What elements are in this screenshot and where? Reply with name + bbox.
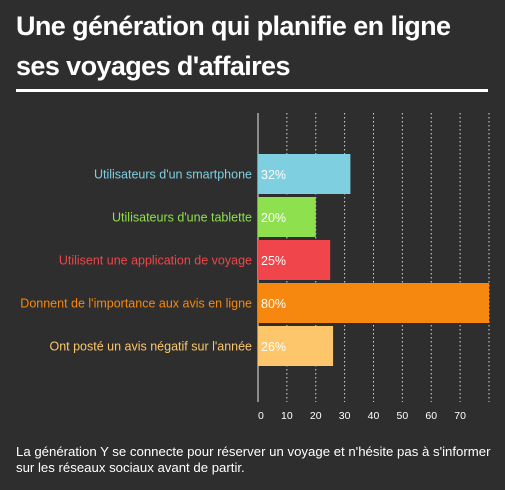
- title-underline: [16, 89, 488, 92]
- value-label: 26%: [261, 340, 286, 354]
- bar: [258, 154, 351, 194]
- value-label: 25%: [261, 254, 286, 268]
- category-label: Donnent de l'importance aux avis en lign…: [20, 297, 252, 311]
- tick-label: 20: [310, 410, 322, 422]
- chart-caption: La génération Y se connecte pour réserve…: [16, 444, 491, 475]
- value-label: 32%: [261, 168, 286, 182]
- bar: [258, 326, 334, 366]
- tick-label: 60: [425, 410, 437, 422]
- value-label: 80%: [261, 297, 286, 311]
- tick-label: 70: [454, 410, 466, 422]
- tick-label: 0: [258, 410, 264, 422]
- category-label: Utilisent une application de voyage: [59, 254, 252, 268]
- tick-label: 50: [397, 410, 409, 422]
- tick-label: 40: [368, 410, 380, 422]
- tick-label: 10: [281, 410, 293, 422]
- bar: [258, 283, 489, 323]
- title-line-1: Une génération qui planifie en ligne: [16, 11, 451, 41]
- tick-label: 30: [339, 410, 351, 422]
- chart-title: Une génération qui planifie en ligne ses…: [16, 6, 491, 86]
- bar: [258, 197, 316, 237]
- value-label: 20%: [261, 211, 286, 225]
- title-line-2: ses voyages d'affaires: [16, 51, 290, 81]
- bar-chart: Utilisateurs d'un smartphone 32% Utilisate…: [20, 113, 490, 422]
- bar: [258, 240, 331, 280]
- category-label: Utilisateurs d'un smartphone: [94, 168, 252, 182]
- category-label: Ont posté un avis négatif sur l'année: [49, 340, 252, 354]
- category-label: Utilisateurs d'une tablette: [112, 211, 252, 225]
